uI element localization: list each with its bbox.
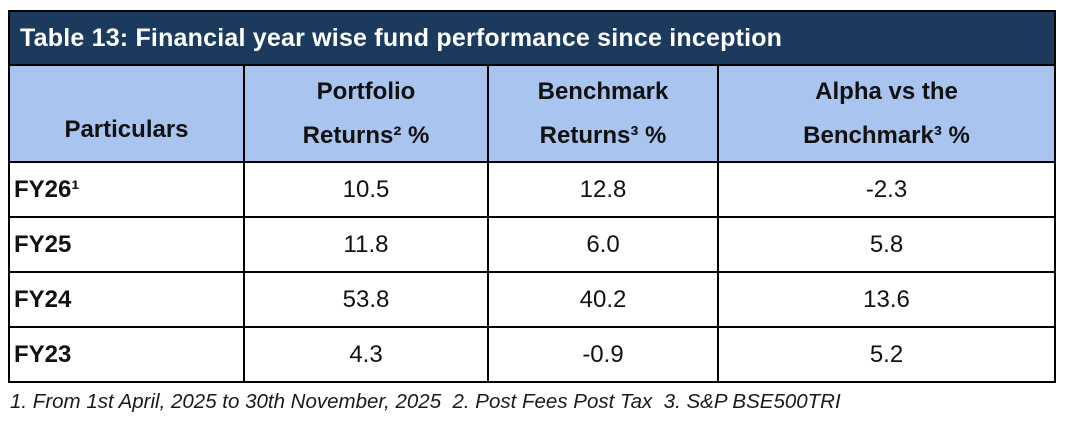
- header-particulars: Particulars: [8, 64, 245, 163]
- fund-performance-table: Table 13: Financial year wise fund perfo…: [7, 10, 1057, 383]
- row-label: FY26¹: [8, 161, 245, 218]
- table-title: Table 13: Financial year wise fund perfo…: [7, 10, 1057, 66]
- table-row-fy23: FY23 4.3 -0.9 5.2: [8, 326, 1057, 383]
- benchmark-return-value: 40.2: [487, 271, 719, 328]
- benchmark-return-value: 6.0: [487, 216, 719, 273]
- row-label: FY23: [8, 326, 245, 383]
- alpha-value: 5.2: [716, 326, 1057, 383]
- header-alpha-line2: Benchmark³ %: [803, 121, 970, 149]
- header-portfolio-returns: Portfolio Returns² %: [243, 64, 489, 163]
- fund-performance-section: Table 13: Financial year wise fund perfo…: [7, 10, 1057, 414]
- row-label: FY24: [8, 271, 245, 328]
- portfolio-return-value: 10.5: [243, 161, 489, 218]
- table-row-fy26: FY26¹ 10.5 12.8 -2.3: [8, 161, 1057, 218]
- benchmark-return-value: -0.9: [487, 326, 719, 383]
- footnotes: 1. From 1st April, 2025 to 30th November…: [10, 390, 841, 413]
- portfolio-return-value: 53.8: [243, 271, 489, 328]
- table-row-fy24: FY24 53.8 40.2 13.6: [8, 271, 1057, 328]
- alpha-value: -2.3: [716, 161, 1057, 218]
- header-alpha-vs-benchmark: Alpha vs the Benchmark³ %: [716, 64, 1057, 163]
- table-title-row: Table 13: Financial year wise fund perfo…: [7, 10, 1057, 66]
- header-row: Particulars Portfolio Returns² % Benchma…: [8, 64, 1057, 163]
- alpha-value: 13.6: [716, 271, 1057, 328]
- header-benchmark-line2: Returns³ %: [539, 121, 667, 149]
- portfolio-return-value: 4.3: [243, 326, 489, 383]
- header-benchmark-line1: Benchmark: [537, 77, 669, 105]
- header-portfolio-line2: Returns² %: [302, 121, 430, 149]
- header-benchmark-returns: Benchmark Returns³ %: [487, 64, 719, 163]
- table-row-fy25: FY25 11.8 6.0 5.8: [8, 216, 1057, 273]
- portfolio-return-value: 11.8: [243, 216, 489, 273]
- header-alpha-line1: Alpha vs the: [815, 77, 958, 105]
- alpha-value: 5.8: [716, 216, 1057, 273]
- benchmark-return-value: 12.8: [487, 161, 719, 218]
- row-label: FY25: [8, 216, 245, 273]
- header-portfolio-line1: Portfolio: [316, 77, 416, 105]
